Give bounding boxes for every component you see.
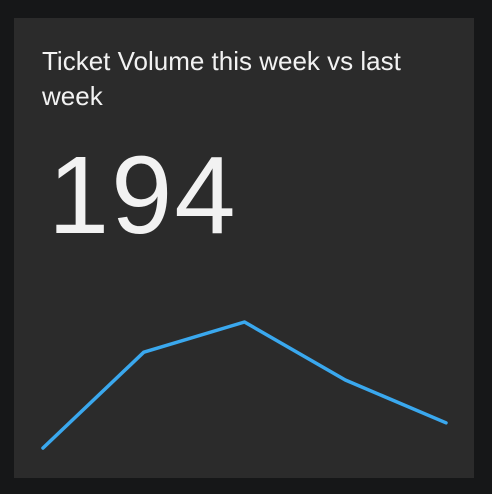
sparkline-layer	[41, 320, 448, 450]
card-title: Ticket Volume this week vs last week	[42, 46, 401, 111]
ticket-count-value: 194	[48, 134, 238, 257]
ticket-volume-sparkline	[41, 320, 448, 450]
sparkline-series-line	[41, 320, 448, 450]
ticket-volume-card: Ticket Volume this week vs last week 194	[14, 18, 474, 478]
